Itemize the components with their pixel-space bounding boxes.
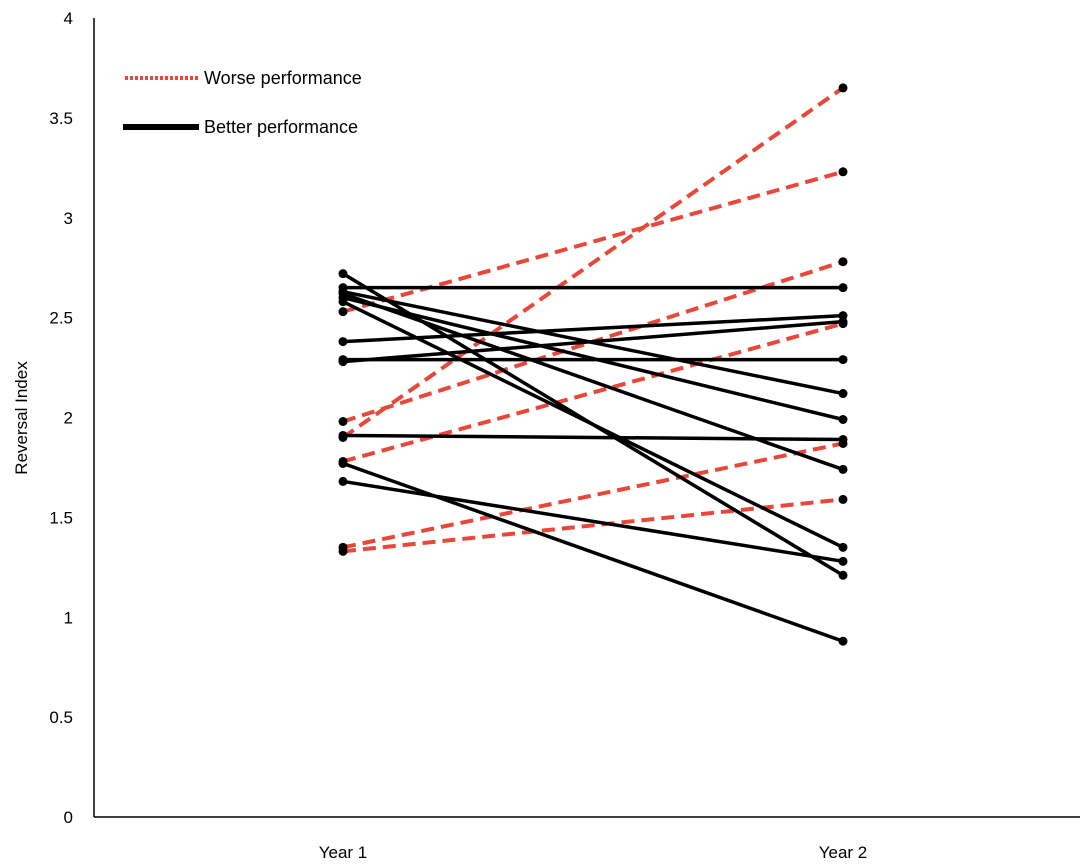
y-tick-label: 2 — [64, 409, 73, 428]
data-point-marker — [338, 297, 348, 307]
better-performance-line — [342, 479, 844, 564]
y-tick-label: 0.5 — [49, 708, 73, 727]
data-point-marker — [838, 317, 848, 327]
data-point-marker — [838, 355, 848, 365]
y-tick-label: 4 — [64, 9, 73, 28]
y-tick-labels: 0 0.5 1 1.5 2 2.5 3 3.5 4 — [49, 9, 73, 827]
data-point-marker — [838, 542, 848, 552]
legend: Worse performance Better performance — [123, 68, 362, 137]
data-point-marker — [338, 476, 348, 486]
data-point-marker — [838, 556, 848, 566]
worse-performance-line — [342, 169, 844, 314]
data-point-marker — [338, 416, 348, 426]
legend-worse-label: Worse performance — [204, 68, 362, 88]
worse-performance-line — [342, 441, 844, 550]
better-performance-line — [342, 433, 844, 442]
y-axis-label: Reversal Index — [12, 361, 31, 475]
data-point-marker — [838, 167, 848, 177]
data-point-marker — [838, 389, 848, 399]
data-point-marker — [838, 494, 848, 504]
y-tick-label: 1.5 — [49, 508, 73, 527]
data-point-marker — [838, 464, 848, 474]
data-point-marker — [838, 257, 848, 267]
worse-performance-line — [342, 497, 844, 554]
y-tick-label: 3.5 — [49, 109, 73, 128]
y-tick-label: 1 — [64, 608, 73, 627]
data-point-marker — [338, 269, 348, 279]
axes — [93, 18, 1080, 818]
data-point-marker — [338, 337, 348, 347]
data-point-marker — [338, 307, 348, 317]
data-point-marker — [838, 83, 848, 93]
better-performance-line — [342, 319, 844, 364]
worse-performance-line — [341, 86, 845, 440]
legend-better-label: Better performance — [204, 117, 358, 137]
y-tick-label: 3 — [64, 209, 73, 228]
data-point-marker — [338, 458, 348, 468]
data-point-marker — [838, 434, 848, 444]
better-performance-line — [342, 313, 844, 344]
data-point-marker — [838, 414, 848, 424]
better-performance-line — [342, 461, 844, 643]
data-point-marker — [338, 546, 348, 556]
x-tick-labels: Year 1 Year 2 — [319, 843, 868, 862]
x-tick-label: Year 2 — [819, 843, 868, 862]
data-point-marker — [838, 570, 848, 580]
data-point-marker — [838, 636, 848, 646]
worse-performance-line — [342, 321, 844, 464]
data-point-marker — [338, 357, 348, 367]
data-point-marker — [838, 283, 848, 293]
y-tick-label: 0 — [64, 808, 73, 827]
x-tick-label: Year 1 — [319, 843, 368, 862]
series-layer — [338, 83, 848, 646]
y-tick-label: 2.5 — [49, 309, 73, 328]
data-point-marker — [338, 430, 348, 440]
better-performance-line — [342, 300, 844, 549]
